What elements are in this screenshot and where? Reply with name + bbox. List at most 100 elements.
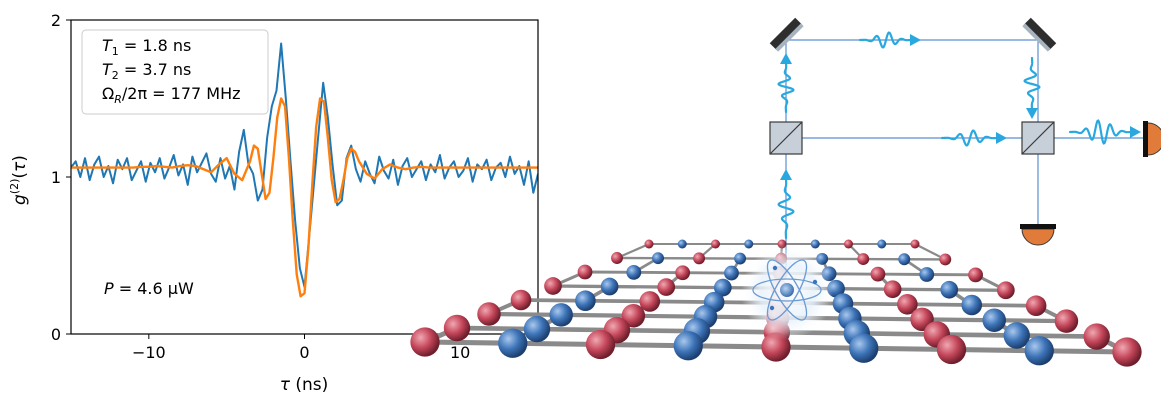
lattice-atom [549, 303, 573, 327]
lattice-atom [575, 290, 596, 312]
lattice-atom [936, 334, 967, 365]
lattice-atom [675, 265, 691, 281]
lattice-atom [477, 302, 501, 326]
lattice-atom [639, 291, 661, 312]
photon-wavepacket-icon [777, 169, 795, 240]
lattice-atom [657, 278, 676, 296]
lattice-atom [711, 239, 720, 249]
lattice-atom [1112, 337, 1142, 367]
x-axis-label-symbol: τ [280, 375, 291, 395]
photon-arrowhead [780, 53, 792, 64]
lattice-atom [523, 315, 551, 343]
lattice-atom [734, 252, 747, 265]
mirror-icon [1022, 17, 1057, 52]
lattice-atom [897, 293, 918, 315]
lattice-atom [968, 267, 983, 283]
photon-wavepacket-icon [777, 53, 795, 114]
x-tick-label: 10 [450, 343, 470, 362]
x-tick-label: −10 [132, 343, 166, 362]
lattice-atom [982, 308, 1006, 332]
lattice-bond [1014, 333, 1100, 339]
photon-wavepacket-icon [940, 129, 1007, 147]
legend-t1-symbol: T [102, 36, 113, 55]
beam-splitter-icon [769, 121, 803, 155]
detector-right-plate [1143, 121, 1148, 157]
electron-1 [812, 279, 818, 285]
lattice-atom [577, 264, 593, 280]
lattice-bond [947, 288, 1008, 292]
electron-2 [772, 265, 778, 271]
photon-arrowhead [1026, 108, 1038, 119]
lattice-atom [724, 265, 739, 281]
photon-wave [777, 60, 795, 114]
lattice-atom [1024, 336, 1054, 366]
lattice-bond [847, 316, 925, 322]
y-axis-label-arg: ( [10, 172, 30, 179]
lattice-atom [744, 239, 754, 249]
lattice-atom [844, 239, 853, 249]
photon-arrowhead [1130, 126, 1141, 138]
lattice-atom [961, 294, 983, 316]
lattice-bond [519, 298, 588, 303]
detector-bottom-dome [1021, 228, 1055, 246]
x-axis-label-unit: (ns) [290, 375, 328, 395]
emitter-orbits [752, 259, 822, 321]
legend-line-t1: T1 = 1.8 ns [102, 36, 191, 58]
mirror-face [1022, 23, 1051, 52]
photon-wavepacket-icon [1068, 119, 1141, 145]
mirror-body [1023, 17, 1057, 51]
y-axis-label-close: ) [10, 155, 30, 162]
lattice-atom [585, 329, 616, 360]
y-axis-label-sup: (2) [8, 179, 21, 195]
photon-wave [777, 176, 795, 240]
photon-layer [777, 31, 1141, 240]
lattice-atom [510, 289, 532, 311]
legend-t2-symbol: T [102, 60, 113, 79]
lattice-atom [877, 239, 887, 249]
lattice-atom [652, 252, 664, 265]
beam-paths [785, 39, 1146, 270]
legend-line-t2: T2 = 3.7 ns [102, 60, 191, 82]
power-annotation: P = 4.6 µW [104, 279, 194, 298]
lattice-bond [534, 326, 620, 333]
lattice-bond [583, 298, 652, 304]
photon-wave [940, 129, 1000, 147]
legend-rabi-subscript: R [114, 93, 122, 106]
y-tick-label: 1 [51, 168, 61, 187]
lattice-atom [443, 314, 471, 342]
beam-splitter-icon [1021, 121, 1055, 155]
lattice-bond [919, 317, 997, 323]
orbit-2 [766, 259, 808, 321]
detector-icon [1143, 121, 1161, 157]
lattice-bond [614, 327, 700, 334]
lattice-bond [486, 311, 564, 317]
lattice-atom [940, 280, 959, 299]
parameter-legend: T1 = 1.8 ns T2 = 3.7 ns ΩR/2π = 177 MHz [81, 29, 269, 115]
lattice-icon [410, 239, 1142, 367]
mirror-face [775, 23, 804, 52]
emitter-nucleus [780, 283, 794, 297]
legend-t1-value: = 1.8 ns [119, 36, 192, 55]
ticks-layer: −10 0 10 0 1 2 [51, 11, 471, 362]
orbit-1 [752, 278, 822, 302]
lattice-bond [969, 303, 1039, 308]
photon-wave [858, 31, 914, 49]
lattice-atom [621, 304, 646, 328]
x-tick-label: 0 [299, 343, 309, 362]
lattice-atom [544, 277, 562, 295]
lattice-bond [607, 284, 668, 289]
photon-wavepacket-icon [858, 31, 921, 49]
legend-rabi-symbol: Ω [102, 84, 114, 103]
lattice-bond [454, 325, 540, 332]
lattice-bond [551, 284, 612, 289]
photon-arrowhead [910, 34, 921, 46]
power-value: = 4.6 µW [114, 279, 194, 298]
lattice-bond [934, 332, 1020, 338]
lattice-bond [559, 312, 636, 318]
series-line-fit [71, 97, 538, 298]
legend-t1-subscript: 1 [112, 45, 119, 58]
mirror-body [769, 17, 803, 51]
lattice-atom [611, 252, 623, 264]
